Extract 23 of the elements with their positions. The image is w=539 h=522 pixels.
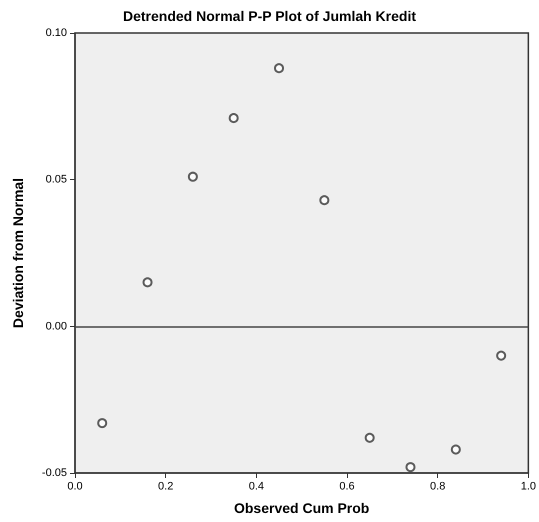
x-tick-label: 0.2 <box>158 480 174 492</box>
point <box>496 350 506 361</box>
x-tick-label: 1.0 <box>520 480 536 492</box>
x-tick-label: 0.6 <box>339 480 355 492</box>
y-tick-label: -0.05 <box>42 467 67 479</box>
x-axis-title: Observed Cum Prob <box>234 500 370 516</box>
x-tick-label: 0.8 <box>430 480 446 492</box>
y-tick-label: 0.00 <box>46 320 67 332</box>
point <box>274 63 284 74</box>
point <box>188 172 198 182</box>
point <box>405 462 416 472</box>
point <box>228 113 239 124</box>
point <box>450 444 461 455</box>
x-tick-label: 0.0 <box>67 480 83 492</box>
point <box>97 418 108 428</box>
x-tick-label: 0.4 <box>248 480 264 492</box>
point <box>142 277 153 288</box>
chart-title: Detrended Normal P-P Plot of Jumlah Kredit <box>122 8 416 24</box>
y-tick-label: 0.05 <box>46 174 67 186</box>
y-tick-label: 0.10 <box>46 27 67 39</box>
y-axis-title: Deviation from Normal <box>10 178 26 328</box>
point <box>364 432 375 443</box>
point <box>319 195 330 206</box>
